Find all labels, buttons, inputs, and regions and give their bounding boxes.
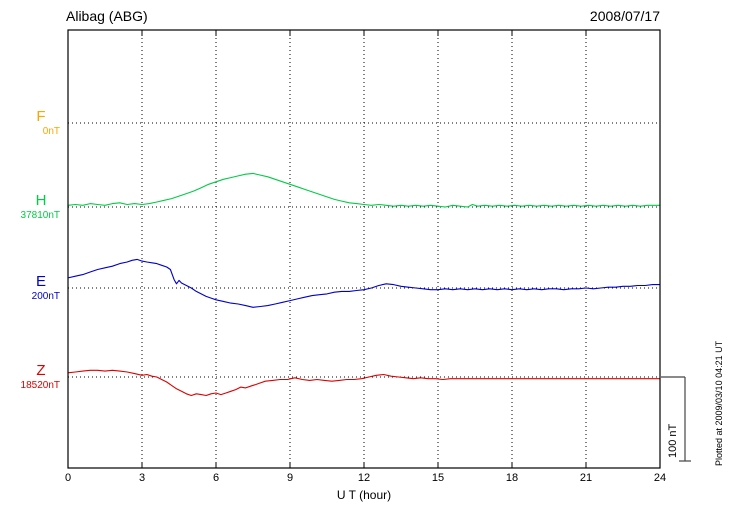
series-baseline-value-H: 37810nT <box>20 210 60 221</box>
observation-date: 2008/07/17 <box>589 8 660 24</box>
x-tick-label: 9 <box>286 472 294 484</box>
series-letter-F: F <box>36 108 46 125</box>
x-tick-label: 21 <box>579 472 593 484</box>
x-tick-label: 0 <box>64 472 72 484</box>
trace-E <box>67 258 661 308</box>
series-baseline-value-E: 200nT <box>31 291 60 302</box>
scale-bar-label: 100 nT <box>667 423 679 458</box>
series-letter-Z: Z <box>36 362 46 379</box>
x-tick-label: 24 <box>653 472 667 484</box>
station-title: Alibag (ABG) <box>66 8 148 24</box>
series-letter-H: H <box>35 192 47 209</box>
x-axis-label: U T (hour) <box>336 488 392 502</box>
x-tick-label: 18 <box>505 472 519 484</box>
series-baseline-value-F: 0nT <box>42 126 60 137</box>
x-tick-label: 3 <box>138 472 146 484</box>
series-letter-E: E <box>35 273 46 290</box>
x-tick-label: 12 <box>357 472 371 484</box>
trace-Z <box>67 369 661 397</box>
trace-H <box>67 172 661 208</box>
series-baseline-value-Z: 18520nT <box>20 380 60 391</box>
plotted-at-timestamp: Plotted at 2009/03/10 04:21 UT <box>714 340 724 466</box>
x-tick-label: 6 <box>212 472 220 484</box>
x-tick-label: 15 <box>431 472 445 484</box>
scale-bar <box>661 376 691 462</box>
plot-frame <box>67 29 661 469</box>
x-gridlines <box>141 30 587 468</box>
